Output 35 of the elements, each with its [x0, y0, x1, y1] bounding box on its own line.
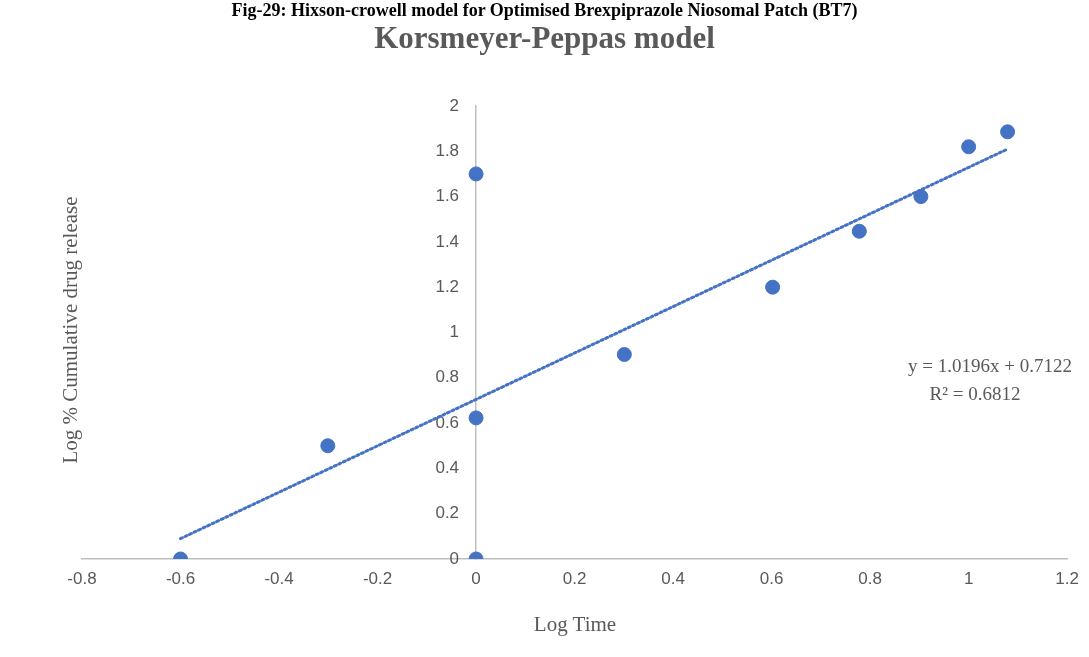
y-tick-label: 1.8: [435, 140, 477, 160]
x-tick-label: -0.6: [165, 568, 196, 588]
chart-title: Korsmeyer-Peppas model: [373, 20, 716, 56]
x-tick-label: 0.6: [759, 568, 784, 588]
y-tick-label: 1.6: [435, 186, 477, 206]
point: [913, 189, 929, 205]
x-tick-label: 0.4: [661, 568, 685, 588]
y-tick-label: 0.4: [435, 458, 477, 478]
annotation: R² = 0.6812: [929, 383, 1021, 404]
y-tick-label: 0.8: [435, 367, 477, 387]
point: [468, 410, 484, 426]
x-tick-label: 0.2: [562, 568, 587, 588]
point: [765, 279, 781, 295]
y-tick-label: 1: [449, 322, 477, 342]
annotation: y = 1.0196x + 0.7122: [908, 355, 1072, 376]
y-tick-label: 2: [449, 95, 477, 115]
x-tick-label: -0.2: [362, 568, 393, 588]
x-tick-label: 0.8: [858, 568, 882, 588]
text: Fig-29: Hixson-crowell model for Optimised Brexpiprazole Niosomal Patch (BT7): [230, 0, 859, 21]
y-tick-label: 0: [449, 548, 477, 568]
point: [320, 438, 336, 454]
y-tick-label: 0.2: [435, 503, 477, 523]
point: [961, 139, 977, 155]
point: [616, 346, 632, 362]
y-tick-label: 1.2: [435, 276, 477, 296]
point: [1000, 124, 1016, 140]
x-tick-label: 1: [963, 568, 974, 588]
y-tick-label: 1.4: [435, 231, 477, 251]
point: [851, 223, 867, 239]
y-axis-title: Log % Cumulative drug release: [57, 196, 83, 464]
x-axis-title: Log Time: [532, 612, 618, 637]
x-tick-label: -0.4: [264, 568, 294, 588]
point: [468, 166, 484, 182]
x-tick-label: -0.8: [67, 568, 97, 588]
x-tick-label: 1.2: [1055, 568, 1079, 588]
